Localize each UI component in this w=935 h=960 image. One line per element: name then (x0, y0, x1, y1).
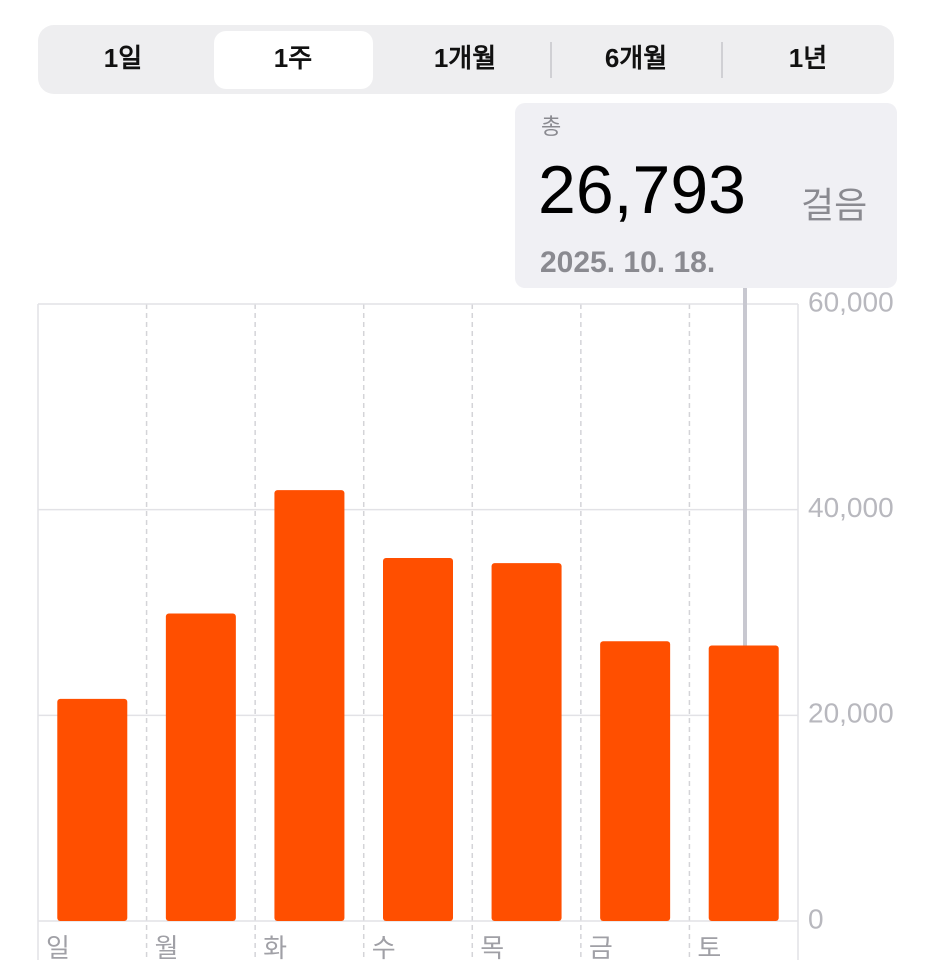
bar (491, 563, 562, 921)
plot: 0 20,000 40,000 60,000 일 월 화 수 목 금 토 (37, 286, 894, 960)
tab[interactable]: 1주 (274, 43, 312, 73)
bar (383, 557, 453, 921)
x-tick-label: 토 (697, 933, 721, 960)
x-tick-label: 금 (589, 933, 613, 960)
x-tick-label: 수 (372, 933, 396, 960)
y-tick-label: 40,000 (808, 492, 894, 523)
y-tick-label: 20,000 (808, 698, 894, 729)
x-tick-label: 월 (155, 933, 179, 960)
bar (600, 641, 671, 921)
tooltip-unit: 걸음 (801, 185, 867, 226)
y-tick-label: 60,000 (808, 286, 894, 317)
tooltip-label: 총 (541, 114, 561, 139)
bar (165, 613, 236, 921)
tooltip (515, 103, 897, 288)
tab[interactable]: 1개월 (434, 43, 496, 73)
x-tick-label: 목 (480, 933, 504, 960)
bar (708, 645, 779, 921)
tab[interactable]: 1년 (789, 43, 827, 73)
selected-tab-bg (214, 31, 373, 89)
bar (57, 698, 128, 921)
x-tick-label: 일 (46, 933, 70, 960)
tab[interactable]: 1일 (104, 43, 142, 73)
y-tick-label: 0 (808, 903, 824, 934)
tooltip-date: 2025. 10. 18. (540, 246, 715, 279)
tab[interactable]: 6개월 (605, 43, 667, 73)
bar (274, 490, 345, 921)
x-tick-label: 화 (263, 933, 287, 960)
tooltip-value: 26,793 (538, 152, 746, 228)
